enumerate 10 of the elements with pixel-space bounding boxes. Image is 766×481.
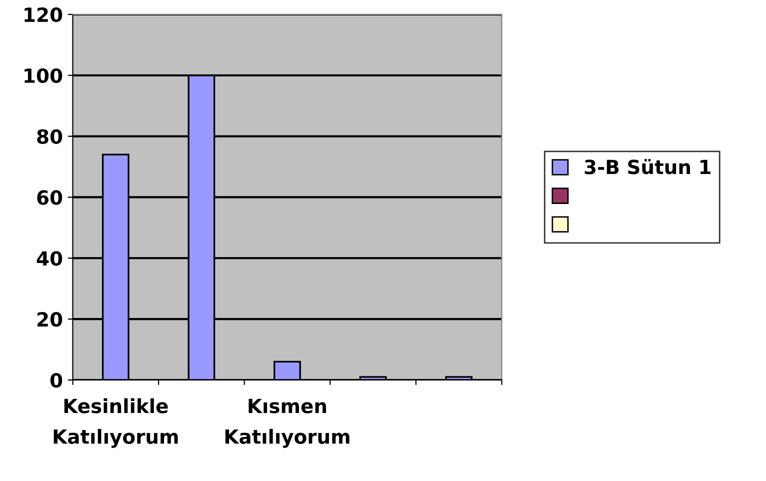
y-tick-label: 0	[50, 372, 62, 388]
y-tick-label: 40	[36, 251, 62, 266]
y-tick-label: 20	[38, 312, 62, 327]
x-tick-label: Kesinlikle Katılıyorum	[54, 398, 178, 448]
y-tick-label: 120	[24, 7, 62, 22]
x-tick-label: Kısmen Katılıyorum	[225, 398, 350, 448]
y-tick-label: 60	[37, 190, 62, 205]
legend-label: 3-B Sütun 1	[584, 158, 710, 174]
y-tick-label: 80	[37, 129, 62, 144]
y-tick-label: 100	[24, 68, 62, 84]
